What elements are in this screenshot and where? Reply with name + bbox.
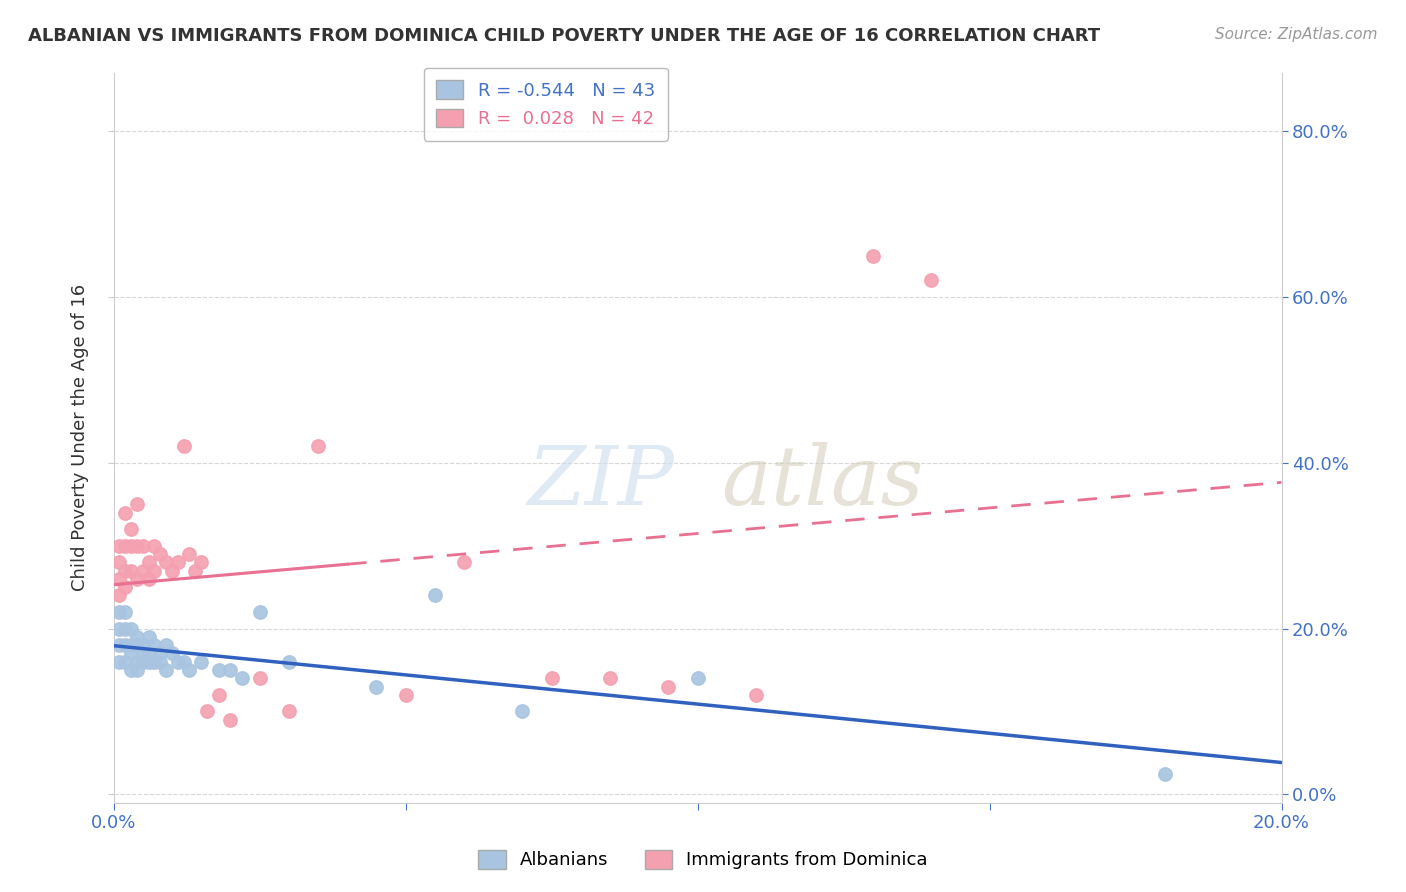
Point <box>143 564 166 578</box>
Point <box>599 671 621 685</box>
Point <box>1153 766 1175 780</box>
Point <box>307 439 329 453</box>
Point <box>190 555 212 569</box>
Point <box>125 655 148 669</box>
Point <box>138 630 160 644</box>
Point <box>219 663 242 677</box>
Point <box>277 655 299 669</box>
Point <box>173 439 195 453</box>
Point <box>143 539 166 553</box>
Point <box>114 539 136 553</box>
Point <box>249 605 271 619</box>
Point <box>149 647 172 661</box>
Point <box>149 655 172 669</box>
Point <box>120 522 142 536</box>
Point <box>108 588 131 602</box>
Point <box>219 713 242 727</box>
Point <box>132 564 155 578</box>
Point <box>125 497 148 511</box>
Point <box>745 688 768 702</box>
Point <box>179 663 201 677</box>
Point <box>166 655 188 669</box>
Point <box>143 655 166 669</box>
Point <box>173 655 195 669</box>
Point <box>179 547 201 561</box>
Point <box>114 622 136 636</box>
Point <box>108 655 131 669</box>
Point <box>155 638 177 652</box>
Point <box>108 555 131 569</box>
Point <box>114 580 136 594</box>
Point <box>114 564 136 578</box>
Point <box>125 630 148 644</box>
Point <box>277 705 299 719</box>
Point <box>114 638 136 652</box>
Point <box>132 539 155 553</box>
Point <box>423 588 446 602</box>
Point <box>132 655 155 669</box>
Point <box>114 506 136 520</box>
Point <box>125 638 148 652</box>
Point <box>114 605 136 619</box>
Point <box>120 638 142 652</box>
Text: ALBANIAN VS IMMIGRANTS FROM DOMINICA CHILD POVERTY UNDER THE AGE OF 16 CORRELATI: ALBANIAN VS IMMIGRANTS FROM DOMINICA CHI… <box>28 27 1101 45</box>
Point <box>149 547 172 561</box>
Point <box>120 647 142 661</box>
Point <box>166 555 188 569</box>
Legend: Albanians, Immigrants from Dominica: Albanians, Immigrants from Dominica <box>470 841 936 879</box>
Point <box>657 680 679 694</box>
Y-axis label: Child Poverty Under the Age of 16: Child Poverty Under the Age of 16 <box>72 285 89 591</box>
Point <box>114 655 136 669</box>
Point <box>190 655 212 669</box>
Point <box>155 555 177 569</box>
Point <box>108 539 131 553</box>
Point <box>143 638 166 652</box>
Point <box>125 663 148 677</box>
Point <box>208 688 231 702</box>
Point <box>125 572 148 586</box>
Point <box>195 705 218 719</box>
Point <box>138 647 160 661</box>
Point <box>138 655 160 669</box>
Point <box>366 680 388 694</box>
Text: ZIP: ZIP <box>527 442 675 522</box>
Point <box>540 671 562 685</box>
Point <box>920 273 942 287</box>
Point <box>120 622 142 636</box>
Text: Source: ZipAtlas.com: Source: ZipAtlas.com <box>1215 27 1378 42</box>
Legend: R = -0.544   N = 43, R =  0.028   N = 42: R = -0.544 N = 43, R = 0.028 N = 42 <box>423 68 668 141</box>
Point <box>184 564 207 578</box>
Point <box>108 572 131 586</box>
Point <box>155 663 177 677</box>
Point <box>512 705 534 719</box>
Point <box>208 663 231 677</box>
Point <box>125 539 148 553</box>
Point <box>862 249 884 263</box>
Point <box>108 605 131 619</box>
Point <box>120 539 142 553</box>
Point <box>138 572 160 586</box>
Point <box>132 647 155 661</box>
Point <box>108 622 131 636</box>
Point <box>160 564 183 578</box>
Point <box>108 638 131 652</box>
Point <box>453 555 475 569</box>
Point <box>120 663 142 677</box>
Point <box>394 688 416 702</box>
Text: atlas: atlas <box>721 442 924 522</box>
Point <box>160 647 183 661</box>
Point <box>132 638 155 652</box>
Point <box>686 671 709 685</box>
Point <box>120 564 142 578</box>
Point <box>249 671 271 685</box>
Point <box>138 555 160 569</box>
Point <box>231 671 253 685</box>
